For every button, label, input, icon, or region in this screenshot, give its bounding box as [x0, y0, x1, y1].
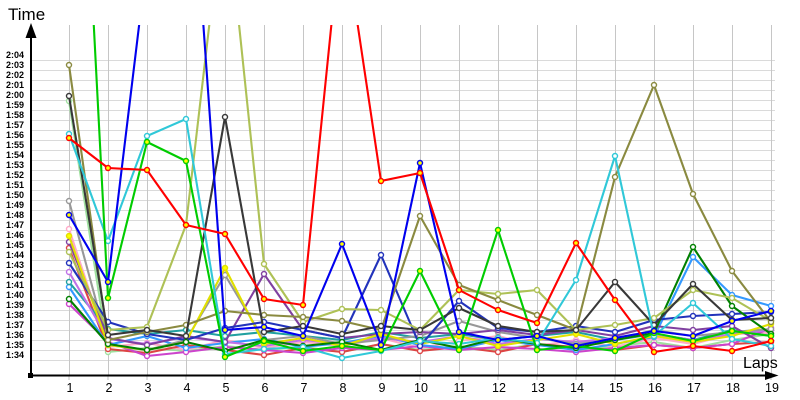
svg-text:1:57: 1:57	[6, 120, 24, 130]
svg-text:7: 7	[301, 381, 308, 395]
svg-text:2:01: 2:01	[6, 80, 24, 90]
svg-text:Laps: Laps	[743, 355, 778, 372]
svg-text:1:54: 1:54	[6, 150, 24, 160]
svg-text:2:02: 2:02	[6, 70, 24, 80]
svg-text:12: 12	[492, 381, 506, 395]
svg-text:1:48: 1:48	[6, 210, 24, 220]
svg-text:1:59: 1:59	[6, 100, 24, 110]
svg-text:2: 2	[106, 381, 113, 395]
svg-text:1:38: 1:38	[6, 310, 24, 320]
svg-text:18: 18	[726, 381, 740, 395]
svg-text:14: 14	[570, 381, 584, 395]
svg-text:1:55: 1:55	[6, 140, 24, 150]
svg-text:1:35: 1:35	[6, 340, 24, 350]
svg-text:2:03: 2:03	[6, 60, 24, 70]
svg-text:Time: Time	[8, 5, 45, 24]
svg-text:8: 8	[340, 381, 347, 395]
svg-text:5: 5	[223, 381, 230, 395]
svg-text:1:52: 1:52	[6, 170, 24, 180]
svg-text:13: 13	[531, 381, 545, 395]
svg-text:1:44: 1:44	[6, 250, 24, 260]
svg-text:10: 10	[414, 381, 428, 395]
svg-text:1:58: 1:58	[6, 110, 24, 120]
svg-text:6: 6	[262, 381, 269, 395]
svg-text:2:04: 2:04	[6, 50, 24, 60]
svg-text:1:50: 1:50	[6, 190, 24, 200]
svg-text:1:34: 1:34	[6, 350, 24, 360]
svg-text:1:49: 1:49	[6, 200, 24, 210]
svg-text:1:41: 1:41	[6, 280, 24, 290]
svg-text:1:39: 1:39	[6, 300, 24, 310]
svg-text:4: 4	[184, 381, 191, 395]
svg-text:9: 9	[379, 381, 386, 395]
svg-text:1:43: 1:43	[6, 260, 24, 270]
svg-text:19: 19	[765, 381, 779, 395]
svg-text:1:40: 1:40	[6, 290, 24, 300]
svg-text:3: 3	[145, 381, 152, 395]
svg-text:1:51: 1:51	[6, 180, 24, 190]
svg-text:1:37: 1:37	[6, 320, 24, 330]
svg-text:16: 16	[648, 381, 662, 395]
svg-text:17: 17	[687, 381, 701, 395]
svg-text:15: 15	[609, 381, 623, 395]
svg-text:1: 1	[67, 381, 74, 395]
svg-text:1:56: 1:56	[6, 130, 24, 140]
svg-text:1:53: 1:53	[6, 160, 24, 170]
svg-text:1:42: 1:42	[6, 270, 24, 280]
svg-text:11: 11	[454, 381, 467, 395]
svg-text:1:47: 1:47	[6, 220, 24, 230]
svg-text:1:36: 1:36	[6, 330, 24, 340]
svg-text:1:45: 1:45	[6, 240, 24, 250]
svg-text:1:46: 1:46	[6, 230, 24, 240]
svg-text:2:00: 2:00	[6, 90, 24, 100]
